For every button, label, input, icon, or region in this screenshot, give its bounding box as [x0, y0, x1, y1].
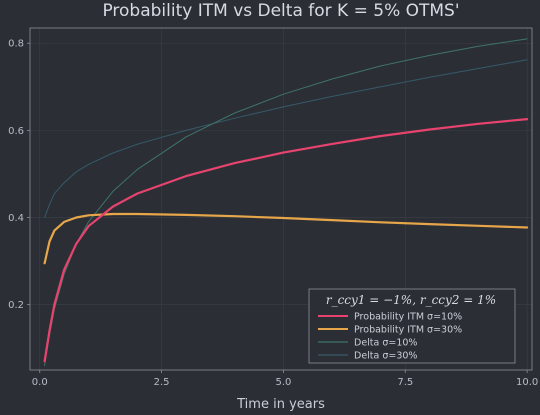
x-tick-label: 2.5 [154, 377, 170, 388]
legend-box [308, 288, 516, 364]
series-line-3 [44, 59, 528, 218]
x-tick-label: 0.0 [32, 377, 48, 388]
chart-title: Probability ITM vs Delta for K = 5% OTMS… [102, 1, 459, 21]
legend-label-3: Delta σ=30% [354, 351, 417, 362]
plot-area-frame [29, 27, 533, 371]
x-axis-title: Time in years [236, 397, 325, 412]
series-line-2 [44, 38, 528, 367]
y-tick-label: 0.4 [8, 213, 24, 224]
legend-title: r_ccy1 = −1%, r_ccy2 = 1% [326, 293, 496, 307]
series-layer [43, 38, 529, 367]
series-line-0 [43, 118, 529, 363]
y-tick-label: 0.8 [8, 39, 24, 50]
legend[interactable]: r_ccy1 = −1%, r_ccy2 = 1% Probability IT… [308, 288, 516, 364]
series-line-1 [43, 212, 529, 265]
x-tick-label: 10.0 [516, 377, 538, 388]
legend-label-0: Probability ITM σ=10% [354, 312, 462, 323]
y-tick-label: 0.2 [8, 300, 24, 311]
legend-label-2: Delta σ=10% [354, 338, 417, 349]
legend-label-1: Probability ITM σ=30% [354, 325, 462, 336]
tick-labels: 0.0 2.5 5.0 7.5 10.0 0.2 0.4 0.6 0.8 [8, 39, 538, 388]
y-tick-label: 0.6 [8, 126, 24, 137]
x-tick-label: 5.0 [275, 377, 291, 388]
legend-items: Probability ITM σ=10% Probability ITM σ=3… [318, 312, 462, 362]
x-tick-label: 7.5 [397, 377, 413, 388]
